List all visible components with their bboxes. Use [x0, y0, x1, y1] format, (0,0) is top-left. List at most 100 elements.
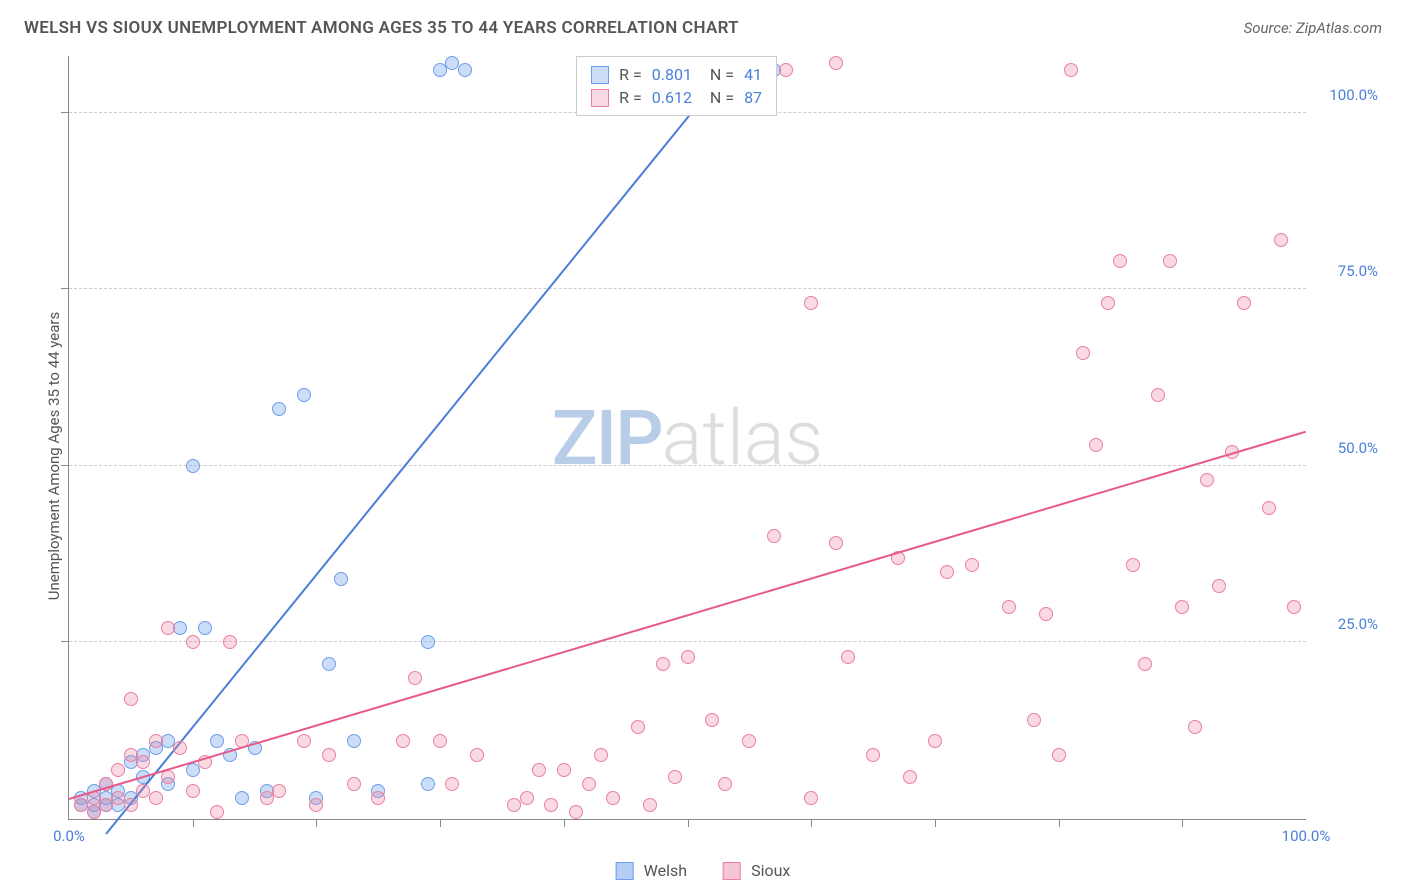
legend-swatch: [723, 862, 741, 880]
data-point: [111, 763, 125, 777]
data-point: [1287, 600, 1301, 614]
y-tick: [61, 465, 69, 466]
data-point: [668, 770, 682, 784]
data-point: [322, 748, 336, 762]
y-tick-label: 75.0%: [1338, 262, 1378, 280]
data-point: [1151, 388, 1165, 402]
data-point: [1101, 296, 1115, 310]
data-point: [1039, 607, 1053, 621]
data-point: [1089, 438, 1103, 452]
stat-r-value: 0.612: [652, 88, 692, 107]
data-point: [408, 671, 422, 685]
data-point: [1212, 579, 1226, 593]
stats-row: R = 0.612 N = 87: [591, 86, 762, 109]
chart-title: WELSH VS SIOUX UNEMPLOYMENT AMONG AGES 3…: [24, 18, 739, 38]
y-axis-label: Unemployment Among Ages 35 to 44 years: [45, 312, 63, 600]
data-point: [557, 763, 571, 777]
data-point: [458, 63, 472, 77]
data-point: [1274, 233, 1288, 247]
data-point: [149, 791, 163, 805]
data-point: [544, 798, 558, 812]
data-point: [940, 565, 954, 579]
data-point: [161, 621, 175, 635]
y-tick-label: 100.0%: [1329, 86, 1378, 104]
data-point: [421, 777, 435, 791]
data-point: [272, 402, 286, 416]
legend-item: Sioux: [723, 861, 790, 880]
data-point: [965, 558, 979, 572]
data-point: [173, 741, 187, 755]
stat-r-label: R =: [619, 88, 642, 107]
data-point: [1064, 63, 1078, 77]
data-point: [210, 734, 224, 748]
data-point: [347, 777, 361, 791]
data-point: [309, 798, 323, 812]
data-point: [532, 763, 546, 777]
x-tick: [1059, 819, 1060, 827]
data-point: [235, 791, 249, 805]
data-point: [186, 635, 200, 649]
data-point: [1175, 600, 1189, 614]
stat-n-label: N =: [702, 88, 734, 107]
stat-r-value: 0.801: [652, 65, 692, 84]
data-point: [433, 734, 447, 748]
plot-region: ZIPatlas R = 0.801 N = 41R = 0.612 N = 8…: [68, 56, 1306, 820]
data-point: [149, 734, 163, 748]
data-point: [1188, 720, 1202, 734]
stats-row: R = 0.801 N = 41: [591, 63, 762, 86]
data-point: [631, 720, 645, 734]
trend-line: [69, 430, 1307, 799]
data-point: [866, 748, 880, 762]
data-point: [1138, 657, 1152, 671]
x-tick: [440, 819, 441, 827]
data-point: [643, 798, 657, 812]
data-point: [582, 777, 596, 791]
legend-swatch: [616, 862, 634, 880]
data-point: [1002, 600, 1016, 614]
data-point: [1076, 346, 1090, 360]
data-point: [371, 791, 385, 805]
gridline-h: [69, 465, 1306, 466]
x-tick-label: 0.0%: [53, 827, 85, 845]
data-point: [1027, 713, 1041, 727]
data-point: [1237, 296, 1251, 310]
y-tick: [61, 641, 69, 642]
data-point: [198, 621, 212, 635]
data-point: [705, 713, 719, 727]
y-tick: [61, 112, 69, 113]
data-point: [470, 748, 484, 762]
data-point: [681, 650, 695, 664]
data-point: [1113, 254, 1127, 268]
x-tick: [564, 819, 565, 827]
data-point: [334, 572, 348, 586]
data-point: [928, 734, 942, 748]
data-point: [186, 459, 200, 473]
data-point: [272, 784, 286, 798]
correlation-stats-box: R = 0.801 N = 41R = 0.612 N = 87: [576, 56, 777, 116]
stats-swatch: [591, 89, 609, 107]
data-point: [136, 755, 150, 769]
trend-line: [105, 56, 737, 834]
data-point: [594, 748, 608, 762]
chart-source: Source: ZipAtlas.com: [1244, 19, 1382, 37]
data-point: [1052, 748, 1066, 762]
chart-area: Unemployment Among Ages 35 to 44 years Z…: [54, 56, 1386, 838]
x-tick: [935, 819, 936, 827]
y-tick-label: 50.0%: [1338, 439, 1378, 457]
data-point: [718, 777, 732, 791]
gridline-h: [69, 641, 1306, 642]
data-point: [421, 635, 435, 649]
data-point: [742, 734, 756, 748]
data-point: [396, 734, 410, 748]
data-point: [124, 692, 138, 706]
data-point: [186, 784, 200, 798]
data-point: [1200, 473, 1214, 487]
data-point: [841, 650, 855, 664]
data-point: [520, 791, 534, 805]
x-tick: [193, 819, 194, 827]
data-point: [1126, 558, 1140, 572]
data-point: [656, 657, 670, 671]
stat-n-value: 87: [744, 88, 762, 107]
data-point: [124, 798, 138, 812]
data-point: [779, 63, 793, 77]
